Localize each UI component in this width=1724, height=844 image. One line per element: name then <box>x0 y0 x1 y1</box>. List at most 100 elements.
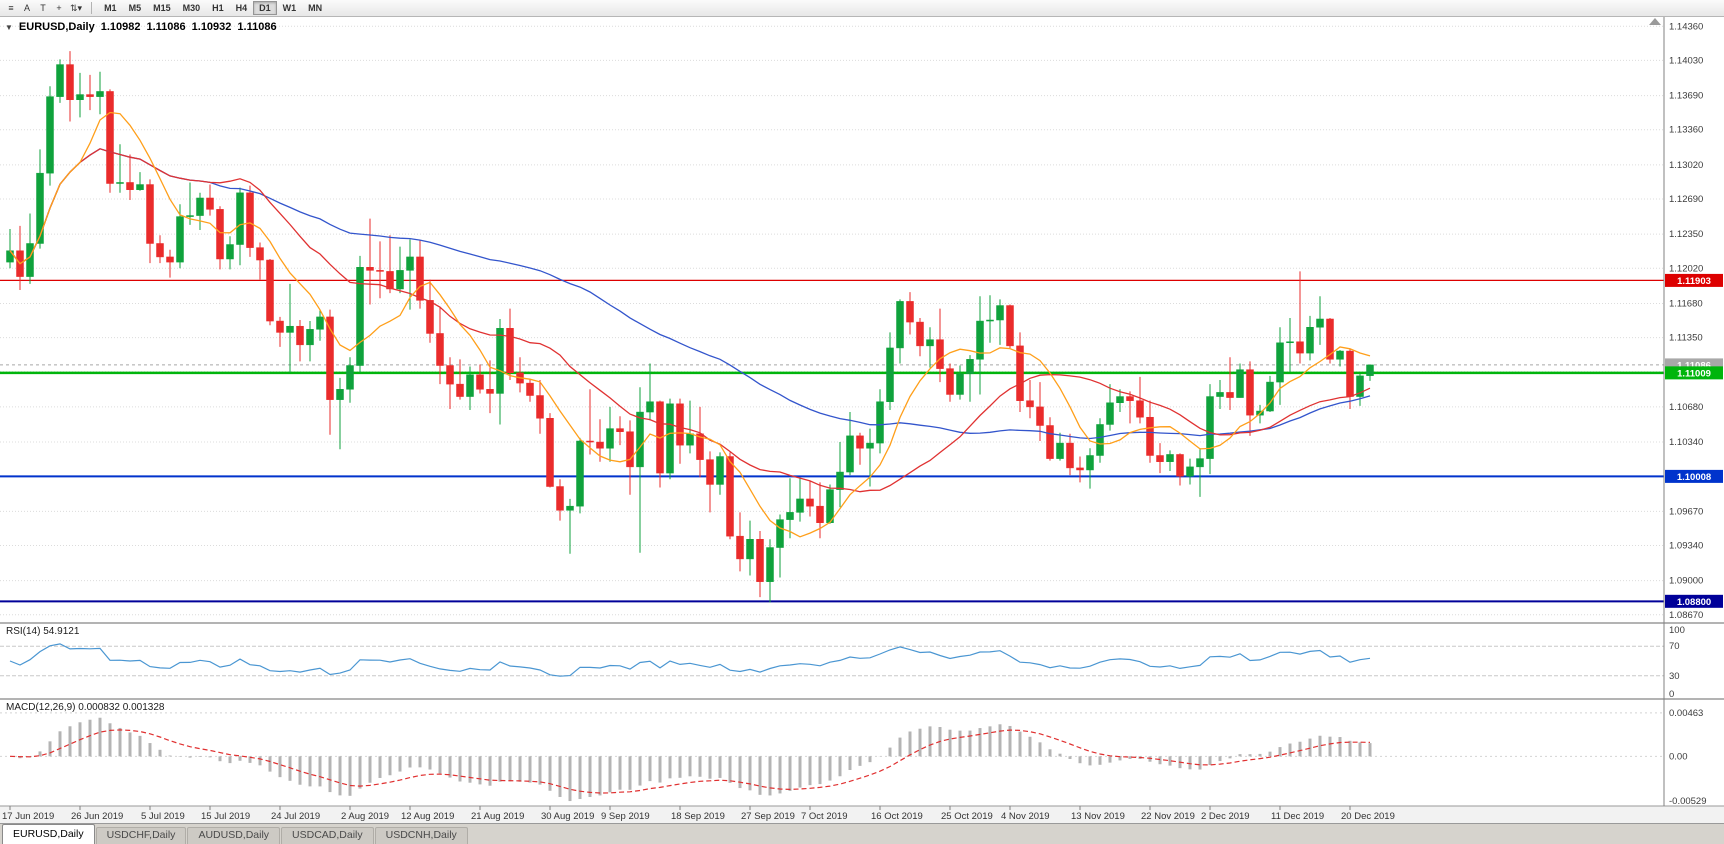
timeframe-d1-button[interactable]: D1 <box>253 1 277 15</box>
candle <box>256 242 264 280</box>
candle <box>926 327 934 368</box>
toolbar-separator <box>91 2 93 14</box>
price-scale-label: 1.09670 <box>1669 506 1703 517</box>
candle <box>896 299 904 364</box>
candle <box>1136 376 1144 424</box>
candle <box>1156 443 1164 474</box>
candle <box>626 420 634 495</box>
candle <box>1336 350 1344 367</box>
candle <box>1056 432 1064 461</box>
close-value: 1.11086 <box>237 21 277 33</box>
rsi-scale-label: 70 <box>1669 641 1680 652</box>
candle <box>456 359 464 400</box>
candle <box>666 398 674 480</box>
candle <box>806 481 814 517</box>
rsi-scale-label: 30 <box>1669 671 1680 682</box>
timeframe-mn-button[interactable]: MN <box>302 1 328 15</box>
chart-tabs-bar: EURUSD,Daily USDCHF,Daily AUDUSD,Daily USDC… <box>0 823 1724 844</box>
timeframe-button-group: M1 M5 M15 M30 H1 H4 D1 W1 MN <box>98 1 328 15</box>
macd-scale-label: 0.00 <box>1669 751 1688 762</box>
price-scale-label: 1.11680 <box>1669 298 1703 309</box>
candle <box>1246 361 1254 436</box>
candle <box>1226 357 1234 410</box>
candle <box>546 413 554 488</box>
timeframe-h4-button[interactable]: H4 <box>230 1 254 15</box>
candle <box>1286 317 1294 372</box>
candle <box>736 512 744 572</box>
rsi-scale-label: 100 <box>1669 625 1685 636</box>
candle <box>566 498 574 554</box>
macd-signal-line <box>9 729 1371 794</box>
tab-usdcnh-daily[interactable]: USDCNH,Daily <box>374 827 468 844</box>
time-axis-strip[interactable] <box>0 806 1724 823</box>
candle <box>276 316 284 347</box>
candle <box>166 249 174 278</box>
candle <box>996 299 1004 345</box>
candle <box>116 144 124 193</box>
chart-window[interactable]: 17 Jun 2019 26 Jun 2019 5 Jul 2019 15 Jul 2… <box>0 17 1724 823</box>
price-line-badge: 1.10008 <box>1665 469 1723 483</box>
date-label: 25 Oct 2019 <box>941 811 993 822</box>
tab-eurusd-daily[interactable]: EURUSD,Daily <box>2 824 95 844</box>
text-label-icon[interactable]: T <box>35 1 51 15</box>
candle <box>316 309 324 341</box>
cursor-icon[interactable]: A <box>19 1 35 15</box>
candle <box>326 309 334 435</box>
price-chart-canvas[interactable]: 17 Jun 2019 26 Jun 2019 5 Jul 2019 15 Jul 2… <box>0 17 1724 823</box>
timeframe-m30-button[interactable]: M30 <box>177 1 207 15</box>
candle <box>646 363 654 421</box>
tab-usdcad-daily[interactable]: USDCAD,Daily <box>281 827 374 844</box>
date-label: 27 Sep 2019 <box>741 811 795 822</box>
candle <box>36 149 44 249</box>
timeframe-h1-button[interactable]: H1 <box>206 1 230 15</box>
candle <box>146 179 154 264</box>
candle <box>946 363 954 402</box>
macd-scale-label: -0.00529 <box>1669 796 1707 807</box>
candle <box>266 259 274 326</box>
candle <box>886 332 894 410</box>
candle <box>956 365 964 400</box>
candle <box>846 412 854 476</box>
tab-usdchf-daily[interactable]: USDCHF,Daily <box>95 827 187 844</box>
collapse-arrow-icon[interactable]: ▼ <box>5 22 13 32</box>
date-label: 2 Dec 2019 <box>1201 811 1250 822</box>
candle <box>716 452 724 495</box>
svg-text:1.08800: 1.08800 <box>1677 597 1711 608</box>
candle <box>1116 389 1124 413</box>
candle <box>96 71 104 115</box>
candle <box>696 406 704 478</box>
price-line-badge: 1.08800 <box>1665 594 1723 608</box>
candle <box>1236 363 1244 398</box>
timeframe-m5-button[interactable]: M5 <box>123 1 148 15</box>
crosshair-icon[interactable]: + <box>51 1 67 15</box>
high-value: 1.11086 <box>146 21 186 33</box>
candle <box>306 321 314 362</box>
candle <box>56 59 64 103</box>
chart-shift-marker-icon <box>1649 18 1661 25</box>
draw-tools-icon[interactable]: ⇅▾ <box>67 1 85 15</box>
timeframe-w1-button[interactable]: W1 <box>277 1 303 15</box>
price-line-badge: 1.11009 <box>1665 366 1723 380</box>
menu-icon[interactable]: ≡ <box>3 1 19 15</box>
candle <box>1086 448 1094 489</box>
price-scale-label: 1.12020 <box>1669 263 1703 274</box>
candle <box>1196 448 1204 497</box>
timeframe-m1-button[interactable]: M1 <box>98 1 123 15</box>
candle <box>1366 364 1374 381</box>
candle <box>1276 327 1284 405</box>
candle <box>196 192 204 231</box>
date-label: 16 Oct 2019 <box>871 811 923 822</box>
timeframe-m15-button[interactable]: M15 <box>147 1 177 15</box>
candle <box>446 357 454 409</box>
tab-audusd-daily[interactable]: AUDUSD,Daily <box>187 827 281 844</box>
candle <box>426 279 434 343</box>
chart-header: ▼ EURUSD,Daily 1.10982 1.11086 1.10932 1… <box>5 21 277 33</box>
candle <box>836 442 844 508</box>
candle <box>336 377 344 450</box>
candle <box>436 306 444 385</box>
candle <box>1006 304 1014 348</box>
price-scale[interactable]: 1.14360 1.14030 1.13690 1.13360 1.13020 1.126… <box>1665 21 1723 807</box>
candle <box>1166 450 1174 472</box>
candle <box>396 246 404 294</box>
chart-background <box>0 17 1724 823</box>
